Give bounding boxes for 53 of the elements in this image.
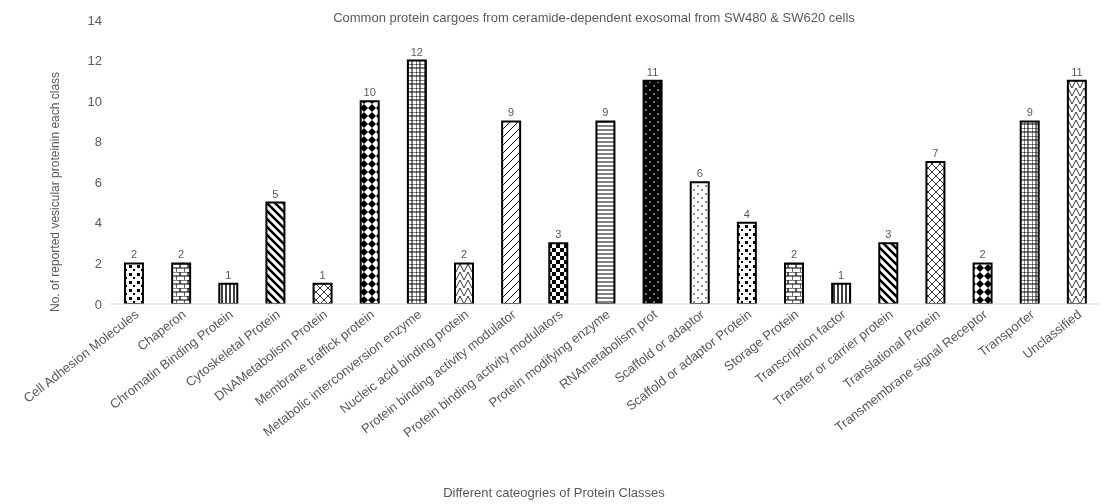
data-label: 1	[319, 268, 326, 281]
chart-title: Common protein cargoes from ceramide-dependent exosomal from SW480 & SW620 cells	[333, 10, 855, 25]
data-label: 3	[885, 228, 892, 241]
data-label: 2	[790, 248, 798, 261]
bar	[878, 242, 899, 304]
bar	[689, 181, 710, 304]
bar	[501, 120, 522, 304]
bar	[642, 79, 663, 304]
data-label: 9	[602, 106, 609, 119]
y-tick-label: 2	[94, 256, 102, 272]
bar	[312, 282, 333, 304]
data-label: 3	[555, 228, 562, 241]
bar	[171, 262, 192, 304]
y-tick-label: 10	[87, 93, 102, 109]
y-tick-label: 14	[87, 12, 102, 28]
bar	[1019, 120, 1040, 304]
data-label: 6	[696, 167, 703, 180]
bar	[218, 282, 239, 304]
bar	[548, 242, 569, 304]
y-tick-label: 6	[94, 174, 102, 190]
data-label: 9	[1026, 106, 1033, 119]
data-label: 5	[272, 187, 279, 200]
bar	[736, 221, 757, 304]
bar	[124, 262, 144, 304]
data-label: 1	[838, 268, 845, 281]
bar	[925, 161, 946, 304]
y-tick-label: 0	[94, 296, 102, 312]
bar	[831, 282, 852, 304]
data-label: 2	[178, 248, 185, 261]
data-label: 2	[130, 248, 138, 261]
bar	[359, 100, 380, 304]
data-label: 4	[743, 207, 750, 220]
bar	[595, 120, 616, 304]
data-label: 10	[363, 86, 376, 99]
y-tick-label: 12	[87, 53, 102, 69]
data-label: 11	[1071, 65, 1083, 78]
bar	[454, 262, 474, 304]
data-label: 1	[225, 268, 232, 281]
data-label: 2	[460, 248, 468, 261]
y-tick-label: 8	[94, 134, 102, 150]
data-label: 7	[932, 147, 939, 159]
bar	[784, 262, 804, 304]
x-axis-title: Different cateogries of Protein Classes	[442, 485, 666, 500]
data-label: 12	[410, 45, 423, 58]
bar	[1066, 79, 1087, 304]
data-label: 2	[979, 248, 986, 261]
bar	[972, 262, 993, 304]
data-label: 11	[646, 65, 659, 78]
data-label: 9	[508, 106, 515, 119]
y-tick-label: 4	[94, 215, 102, 231]
bar	[406, 59, 427, 304]
y-axis-title: No. of reported vesicular proteinin each class	[48, 71, 63, 312]
bar	[265, 201, 286, 304]
